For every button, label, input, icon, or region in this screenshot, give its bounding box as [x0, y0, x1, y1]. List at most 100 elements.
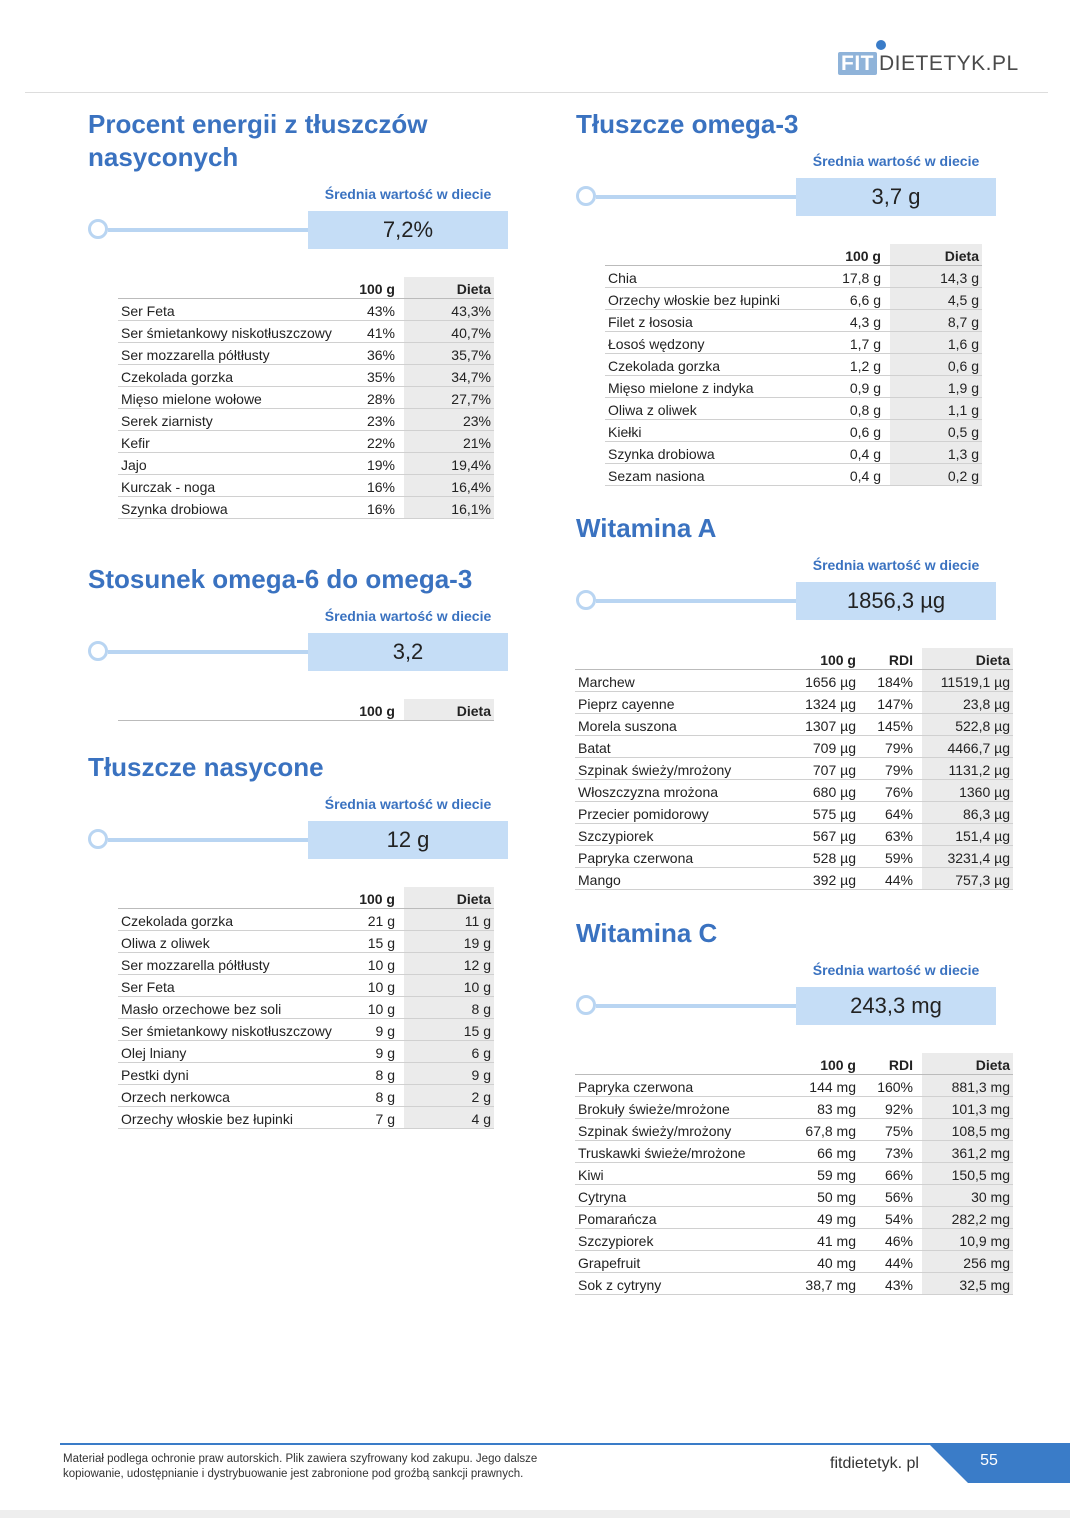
table-row: Papryka czerwona 528 µg 59% 3231,4 µg — [575, 845, 1013, 868]
header-cell — [118, 277, 338, 299]
page-edge — [0, 1510, 1070, 1518]
food-name: Ser Feta — [118, 974, 338, 997]
food-value: 0,5 g — [890, 419, 982, 442]
food-name: Olej lniany — [118, 1040, 338, 1063]
food-value: 67,8 mg — [785, 1118, 865, 1141]
table-row: Szpinak świeży/mrożony 67,8 mg 75% 108,5 mg — [575, 1118, 1013, 1141]
food-value: 1324 µg — [785, 691, 865, 714]
food-value: 43% — [338, 298, 404, 321]
food-value: 575 µg — [785, 801, 865, 824]
food-value: 0,6 g — [890, 353, 982, 376]
food-value: 11 g — [404, 908, 494, 931]
food-name: Sok z cytryny — [575, 1272, 785, 1295]
food-value: 14,3 g — [890, 265, 982, 288]
food-value: 16,4% — [404, 474, 494, 497]
header-cell: Dieta — [404, 887, 494, 909]
table-row: Filet z łososia 4,3 g 8,7 g — [605, 309, 982, 332]
slider-knob — [576, 186, 596, 206]
average-label: Średnia wartość w diecie — [812, 557, 980, 573]
food-value: 10 g — [404, 974, 494, 997]
section: Tłuszcze nasycone Średnia wartość w dieci… — [88, 751, 518, 1129]
food-value: 145% — [865, 713, 922, 736]
footer-site: fitdietetyk. pl — [830, 1455, 919, 1472]
food-value: 15 g — [404, 1018, 494, 1041]
food-value: 63% — [865, 823, 922, 846]
food-value: 9 g — [338, 1040, 404, 1063]
food-value: 28% — [338, 386, 404, 409]
slider-track — [108, 650, 308, 654]
average-indicator: 7,2% — [88, 211, 518, 249]
average-label: Średnia wartość w diecie — [324, 608, 492, 624]
food-value: 41% — [338, 320, 404, 343]
food-value: 101,3 mg — [922, 1096, 1013, 1119]
table-row: Mięso mielone wołowe 28% 27,7% — [118, 386, 494, 409]
food-value: 8 g — [404, 996, 494, 1019]
food-value: 79% — [865, 735, 922, 758]
food-name: Cytryna — [575, 1184, 785, 1207]
section-title: Witamina A — [576, 513, 717, 543]
food-value: 19 g — [404, 930, 494, 953]
food-name: Batat — [575, 735, 785, 758]
food-value: 27,7% — [404, 386, 494, 409]
header-cell: Dieta — [404, 277, 494, 299]
table-row: Przecier pomidorowy 575 µg 64% 86,3 µg — [575, 801, 1013, 824]
food-name: Papryka czerwona — [575, 1074, 785, 1097]
food-name: Masło orzechowe bez soli — [118, 996, 338, 1019]
food-value: 35% — [338, 364, 404, 387]
food-value: 707 µg — [785, 757, 865, 780]
food-value: 59% — [865, 845, 922, 868]
average-label: Średnia wartość w diecie — [324, 796, 492, 812]
footer-rule — [60, 1443, 940, 1445]
food-value: 6,6 g — [805, 287, 890, 310]
average-value: 243,3 mg — [796, 987, 996, 1025]
food-value: 10,9 mg — [922, 1228, 1013, 1251]
header-row: 100 g Dieta — [605, 244, 982, 266]
food-value: 0,9 g — [805, 375, 890, 398]
food-value: 35,7% — [404, 342, 494, 365]
header-cell: 100 g — [338, 277, 404, 299]
section: Witamina A Średnia wartość w diecie 1856,3… — [575, 512, 1013, 890]
food-name: Szczypiorek — [575, 1228, 785, 1251]
food-name: Sezam nasiona — [605, 463, 805, 486]
section-title: Procent energii z tłuszczów nasyconych — [88, 109, 428, 172]
food-name: Chia — [605, 265, 805, 288]
average-label: Średnia wartość w diecie — [812, 962, 980, 978]
food-value: 19% — [338, 452, 404, 475]
food-name: Kefir — [118, 430, 338, 453]
table-row: Ser mozzarella półtłusty 10 g 12 g — [118, 952, 494, 975]
header-cell: Dieta — [404, 699, 494, 721]
food-value: 17,8 g — [805, 265, 890, 288]
food-value: 0,6 g — [805, 419, 890, 442]
logo: FIT DIETETYK.PL — [838, 40, 1019, 76]
food-value: 23,8 µg — [922, 691, 1013, 714]
food-value: 1,1 g — [890, 397, 982, 420]
food-value: 361,2 mg — [922, 1140, 1013, 1163]
header-row: 100 g RDI Dieta — [575, 1053, 1013, 1075]
table-row: Brokuły świeże/mrożone 83 mg 92% 101,3 mg — [575, 1096, 1013, 1119]
food-name: Ser Feta — [118, 298, 338, 321]
food-value: 64% — [865, 801, 922, 824]
table-row: Serek ziarnisty 23% 23% — [118, 408, 494, 431]
table-row: Kiełki 0,6 g 0,5 g — [605, 419, 982, 442]
logo-text: DIETETYK.PL — [879, 52, 1019, 75]
food-value: 1,9 g — [890, 375, 982, 398]
food-name: Mięso mielone z indyka — [605, 375, 805, 398]
food-value: 10 g — [338, 996, 404, 1019]
food-value: 0,4 g — [805, 441, 890, 464]
food-value: 16% — [338, 496, 404, 519]
food-table: 100 g Dieta Chia 17,8 g 14,3 g Orzechy włoski… — [605, 244, 982, 486]
food-value: 66 mg — [785, 1140, 865, 1163]
slider-knob — [576, 590, 596, 610]
food-name: Marchew — [575, 669, 785, 692]
food-name: Papryka czerwona — [575, 845, 785, 868]
food-value: 4466,7 µg — [922, 735, 1013, 758]
food-name: Pieprz cayenne — [575, 691, 785, 714]
food-value: 38,7 mg — [785, 1272, 865, 1295]
food-value: 50 mg — [785, 1184, 865, 1207]
table-row: Oliwa z oliwek 0,8 g 1,1 g — [605, 397, 982, 420]
food-value: 1,3 g — [890, 441, 982, 464]
food-name: Truskawki świeże/mrożone — [575, 1140, 785, 1163]
